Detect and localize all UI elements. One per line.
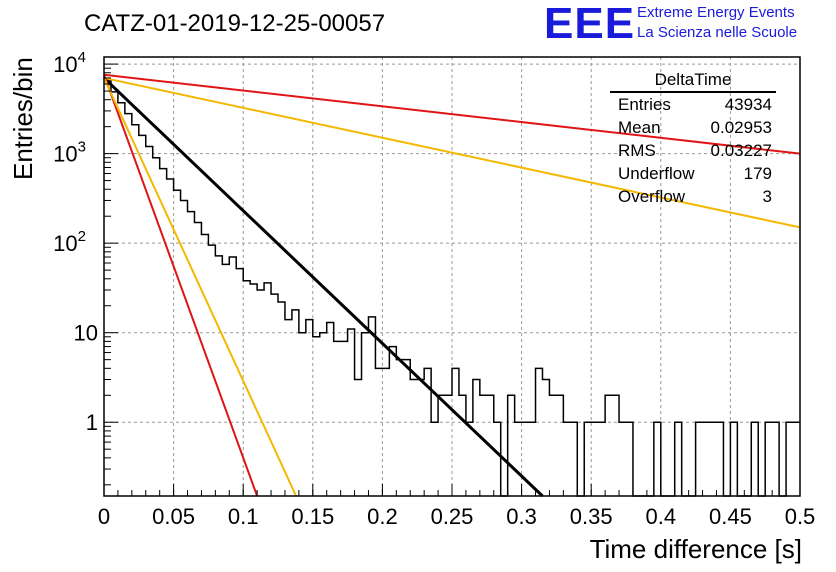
series-line-3 — [103, 74, 259, 497]
stats-row-entries: Entries 43934 — [610, 93, 776, 116]
fit-lines — [102, 73, 801, 498]
stats-title: DeltaTime — [610, 70, 776, 93]
stats-value: 0.02953 — [710, 118, 772, 137]
logo-line-2: La Scienza nelle Scuole — [637, 24, 798, 41]
stats-label: RMS — [618, 141, 656, 160]
stats-value: 0.03227 — [710, 141, 772, 160]
chart-title: CATZ-01-2019-12-25-00057 — [84, 10, 386, 37]
x-tick-label: 0.05 — [152, 504, 195, 529]
y-tick-label: 10 — [74, 321, 98, 346]
series-line-2 — [103, 76, 801, 229]
x-tick-label: 0.25 — [431, 504, 474, 529]
stats-row-overflow: Overflow 3 — [610, 185, 776, 208]
x-tick-label: 0.35 — [570, 504, 613, 529]
stats-row-mean: Mean 0.02953 — [610, 116, 776, 139]
stats-value: 3 — [762, 187, 772, 206]
stats-value: 43934 — [724, 95, 772, 114]
y-axis-label: Entries/bin — [8, 57, 38, 180]
x-tick-label: 0.15 — [291, 504, 334, 529]
stats-value: 179 — [743, 164, 772, 183]
x-tick-label: 0.1 — [228, 504, 259, 529]
eee-logo: EEE — [544, 0, 636, 48]
y-tick-label: 1 — [86, 410, 98, 435]
x-axis-label: Time difference [s] — [589, 534, 802, 564]
x-tick-label: 0.5 — [785, 504, 816, 529]
stats-row-rms: RMS 0.03227 — [610, 139, 776, 162]
series-line-4 — [103, 77, 298, 497]
logo-line-1: Extreme Energy Events — [637, 4, 795, 21]
y-tick-label: 104 — [53, 49, 86, 77]
y-tick-label: 102 — [53, 228, 86, 256]
stats-label: Overflow — [618, 187, 686, 206]
x-tick-label: 0.3 — [506, 504, 537, 529]
stats-label: Mean — [618, 118, 661, 137]
stats-label: Underflow — [618, 164, 695, 183]
series-line-1 — [103, 73, 801, 155]
x-tick-label: 0.4 — [646, 504, 677, 529]
x-axis: 0 0.05 0.1 0.15 0.2 0.25 0.3 0.35 0.4 0.45 0.5 — [98, 484, 815, 529]
stats-label: Entries — [618, 95, 671, 114]
stats-box: DeltaTime Entries 43934 Mean 0.02953 RMS 0.… — [610, 70, 776, 208]
stats-row-underflow: Underflow 179 — [610, 162, 776, 185]
y-tick-label: 103 — [53, 139, 86, 167]
series-line-0 — [102, 76, 544, 498]
x-tick-label: 0 — [98, 504, 110, 529]
x-tick-label: 0.2 — [367, 504, 398, 529]
x-tick-label: 0.45 — [709, 504, 752, 529]
